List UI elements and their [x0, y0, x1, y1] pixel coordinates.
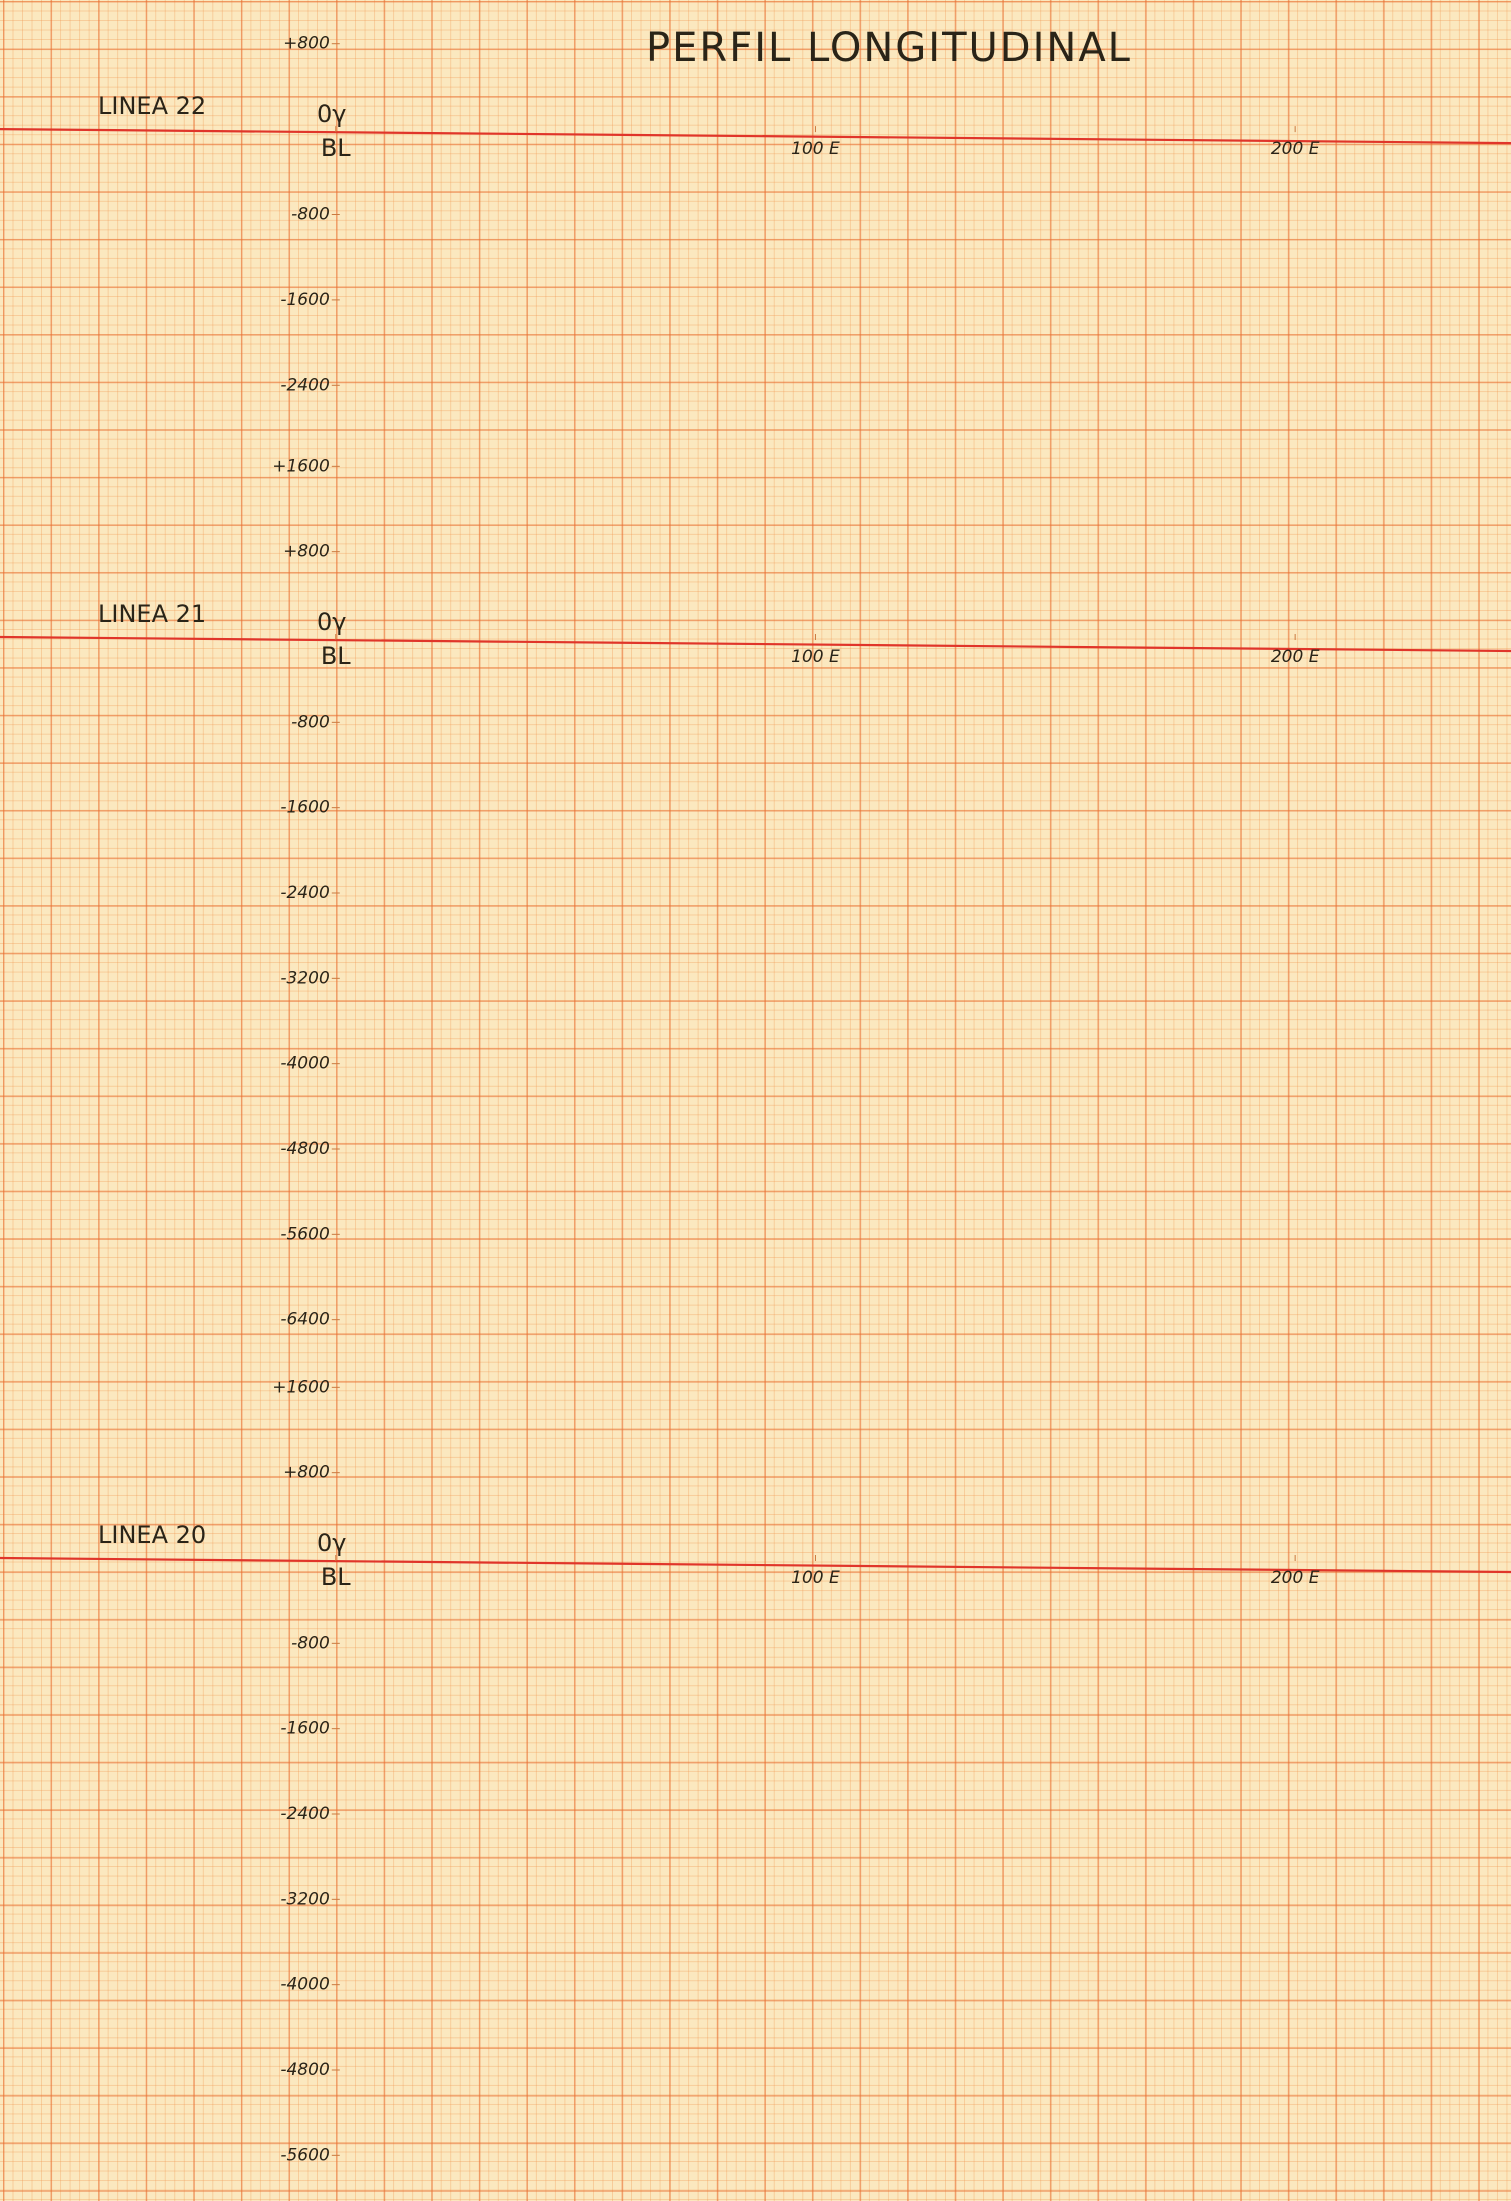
y-tick-label: -2400	[280, 883, 329, 903]
y-tick-label: -3200	[280, 968, 329, 988]
x-tick-label: 200 E	[1271, 647, 1320, 667]
y-tick-label: -800	[291, 1633, 330, 1653]
y-tick-label: +800	[283, 542, 330, 562]
y-tick-label: 0γ	[317, 1529, 346, 1557]
chart: PERFIL LONGITUDINAL +800 0γ -800 -1600 -2400…	[0, 0, 1511, 2201]
y-tick-label: -4000	[280, 1975, 329, 1995]
x-tick-label: BL	[321, 134, 351, 162]
y-tick-label: +1600	[272, 1377, 330, 1397]
y-tick-label: +800	[283, 34, 330, 54]
series-label: LINEA 20	[98, 1521, 206, 1549]
y-tick-label: -4800	[280, 1139, 329, 1159]
y-tick-label: -2400	[280, 375, 329, 395]
y-tick-label: -1600	[280, 1719, 329, 1739]
y-tick-label: -5600	[280, 1224, 329, 1244]
x-tick-label: 100 E	[791, 647, 840, 667]
y-tick-label: -6400	[280, 1310, 329, 1330]
y-tick-label: -4000	[280, 1054, 329, 1074]
x-tick-label: 200 E	[1271, 139, 1320, 159]
x-tick-label: 100 E	[791, 1568, 840, 1588]
x-tick-label: 100 E	[791, 139, 840, 159]
y-tick-label: 0γ	[317, 100, 346, 128]
y-tick-label: -2400	[280, 1804, 329, 1824]
y-tick-label: 0γ	[317, 608, 346, 636]
series-label: LINEA 22	[98, 92, 206, 120]
y-tick-label: -1600	[280, 798, 329, 818]
y-tick-label: -4800	[280, 2060, 329, 2080]
x-tick-label: BL	[321, 642, 351, 670]
y-tick-label: -1600	[280, 290, 329, 310]
x-tick-label: 200 E	[1271, 1568, 1320, 1588]
series-label: LINEA 21	[98, 600, 206, 628]
y-tick-label: +800	[283, 1463, 330, 1483]
chart-title: PERFIL LONGITUDINAL	[646, 25, 1132, 71]
x-tick-label: BL	[321, 1563, 351, 1591]
y-tick-label: -3200	[280, 1889, 329, 1909]
y-tick-label: +1600	[272, 456, 330, 476]
y-tick-label: -5600	[280, 2145, 329, 2165]
y-tick-label: -800	[291, 712, 330, 732]
y-tick-label: -800	[291, 205, 330, 225]
